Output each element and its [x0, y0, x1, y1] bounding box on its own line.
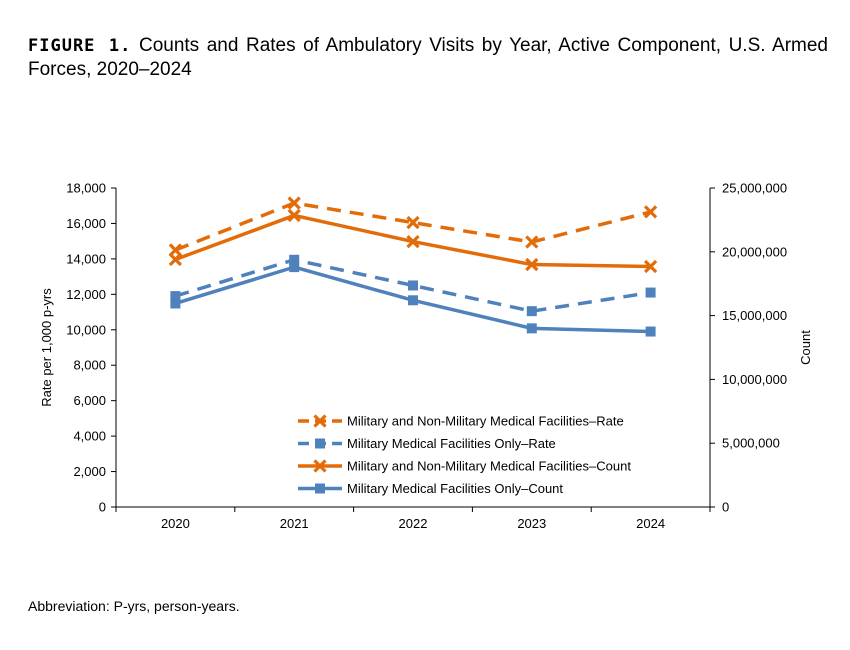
legend-swatch-marker [313, 459, 327, 473]
left-tick-label: 0 [99, 500, 106, 515]
data-point-marker [289, 254, 300, 265]
legend-item: Military and Non-Military Medical Facili… [298, 414, 624, 429]
data-point-marker [525, 257, 539, 272]
data-point-marker [408, 280, 418, 291]
right-tick-label: 0 [722, 500, 729, 515]
data-point-marker [287, 208, 301, 223]
series-2 [170, 254, 656, 317]
data-point-marker [287, 196, 301, 210]
legend-item: Military and Non-Military Medical Facili… [298, 459, 631, 474]
data-point-marker [406, 234, 420, 249]
x-tick-label: 2023 [517, 516, 546, 531]
data-point-marker [645, 326, 656, 337]
legend-label: Military and Non-Military Medical Facili… [347, 459, 631, 474]
figure-label: FIGURE 1. [28, 36, 132, 56]
data-point-marker [645, 287, 656, 298]
figure-title: FIGURE 1. Counts and Rates of Ambulatory… [28, 34, 828, 82]
right-tick-label: 20,000,000 [722, 244, 787, 259]
left-tick-label: 16,000 [66, 216, 106, 231]
right-tick-label: 15,000,000 [722, 308, 787, 323]
legend-swatch-marker [315, 438, 325, 449]
footnote: Abbreviation: P-yrs, person-years. [28, 598, 240, 614]
series-4 [170, 262, 656, 337]
series-line [174, 258, 651, 313]
series-3 [168, 208, 658, 274]
right-tick-label: 10,000,000 [722, 372, 787, 387]
legend-label: Military Medical Facilities Only–Count [347, 481, 563, 496]
data-point-marker [170, 291, 181, 302]
left-tick-label: 10,000 [66, 322, 106, 337]
legend-swatch-marker [313, 414, 327, 428]
data-point-marker [170, 298, 181, 309]
data-point-marker [406, 215, 420, 230]
legend-label: Military and Non-Military Medical Facili… [347, 414, 624, 429]
x-tick-label: 2021 [280, 516, 309, 531]
data-point-marker [525, 235, 539, 249]
figure-title-text: Counts and Rates of Ambulatory Visits by… [28, 35, 829, 80]
x-tick-label: 2020 [161, 516, 190, 531]
data-point-marker [526, 323, 537, 334]
data-point-marker [643, 259, 658, 274]
x-tick-label: 2022 [399, 516, 428, 531]
left-tick-label: 8,000 [73, 358, 106, 373]
x-tick-label: 2024 [636, 516, 665, 531]
legend-item: Military Medical Facilities Only–Count [298, 481, 563, 496]
left-tick-label: 2,000 [73, 464, 106, 479]
data-point-marker [643, 205, 658, 219]
right-axis-title: Count [798, 330, 813, 365]
chart-axes: 0 2,000 4,000 6,000 8,000 10,000 12,000 14,000 1… [39, 181, 813, 532]
left-tick-label: 12,000 [66, 287, 106, 302]
left-tick-label: 14,000 [66, 251, 106, 266]
left-tick-label: 18,000 [66, 181, 106, 196]
legend-swatch-marker [315, 483, 325, 494]
right-tick-label: 5,000,000 [722, 436, 780, 451]
data-point-marker [289, 262, 300, 273]
left-tick-label: 6,000 [73, 393, 106, 408]
chart-series [168, 196, 658, 337]
legend-label: Military Medical Facilities Only–Rate [347, 436, 556, 451]
data-point-marker [168, 252, 183, 267]
right-tick-label: 25,000,000 [722, 181, 787, 196]
data-point-marker [526, 306, 537, 317]
left-axis-title: Rate per 1,000 p-yrs [39, 288, 54, 407]
data-point-marker [408, 295, 418, 306]
left-tick-label: 4,000 [73, 429, 106, 444]
chart-legend: Military and Non-Military Medical Facili… [298, 414, 631, 496]
legend-item: Military Medical Facilities Only–Rate [298, 436, 556, 451]
series-1 [168, 196, 658, 257]
